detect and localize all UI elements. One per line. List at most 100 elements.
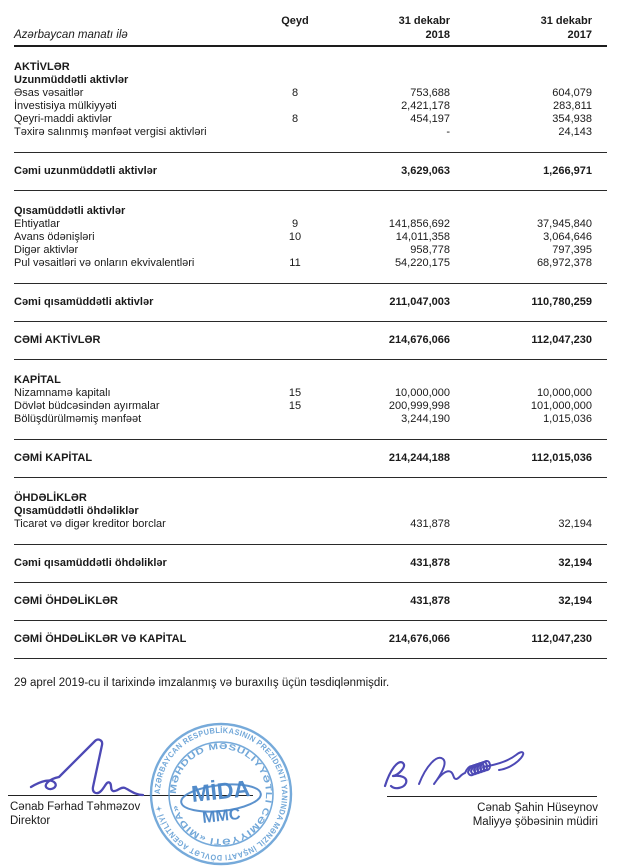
row-label: Dövlət büdcəsindən ayırmalar	[14, 400, 160, 412]
row-value-2017	[450, 205, 607, 218]
row-note-ref	[264, 61, 326, 74]
row-value-2017	[450, 374, 607, 387]
row-value-2017: 112,047,230	[531, 334, 592, 346]
row-value-2018: 3,244,190	[401, 413, 450, 425]
row-note-ref	[264, 557, 326, 570]
row-value-2018: 200,999,998	[388, 400, 450, 412]
row-value-2018: 214,676,066	[388, 334, 450, 346]
row-value-2017: 32,194	[558, 518, 592, 530]
row-value-2017: 37,945,840	[536, 218, 592, 230]
row-value-2018	[326, 492, 450, 505]
row-value-2017: 112,047,230	[531, 633, 592, 645]
row-value-2017: 354,938	[552, 113, 592, 125]
row-value-2017: 32,194	[558, 595, 592, 607]
row-value-2017	[450, 505, 607, 518]
approval-note: 29 aprel 2019-cu il tarixində imzalanmış…	[14, 677, 390, 689]
row-label: ÖHDƏLİKLƏR	[14, 492, 87, 504]
row-note-ref: 9	[291, 218, 299, 230]
row-value-2017: 604,079	[552, 87, 592, 99]
stamp-swoosh	[180, 783, 262, 813]
row-value-2017: 1,015,036	[543, 413, 592, 425]
row-value-2018	[326, 74, 450, 87]
row-label: Qısamüddətli aktivlər	[14, 205, 126, 217]
row-value-2017: 101,000,000	[530, 400, 592, 412]
row-value-2018: 10,000,000	[394, 387, 450, 399]
row-label: Təxirə salınmış mənfəət vergisi aktivlər…	[14, 126, 207, 138]
row-value-2018: 141,856,692	[388, 218, 450, 230]
row-label: CƏMİ AKTİVLƏR	[14, 334, 101, 346]
row-label: Uzunmüddətli aktivlər	[14, 74, 129, 86]
table-row: Qeyri-maddi aktivlər 8 454,197 354,938	[14, 113, 607, 126]
section-row: Qısamüddətli aktivlər	[14, 205, 607, 218]
table-row: Digər aktivlər 958,778 797,395	[14, 244, 607, 257]
row-label: Digər aktivlər	[14, 244, 79, 256]
row-label: Nizamnamə kapitalı	[14, 387, 111, 399]
section-row: KAPİTAL	[14, 374, 607, 387]
col-2018-line2: 2018	[425, 29, 450, 41]
row-label: İnvestisiya mülkiyyəti	[14, 100, 117, 112]
row-note-ref	[264, 334, 326, 347]
row-value-2018	[326, 61, 450, 74]
signatory-left: Cənab Fərhad Təhməzov Direktor	[10, 800, 140, 828]
row-value-2018: 14,011,358	[395, 231, 450, 243]
row-value-2017: 283,811	[553, 100, 592, 112]
balance-table: Azərbaycan manatı ilə Qeyd 31 dekabr 201…	[14, 15, 607, 659]
row-label: Qısamüddətli öhdəliklər	[14, 505, 139, 517]
total-row: CƏMİ AKTİVLƏR 214,676,066 112,047,230	[14, 322, 607, 360]
row-label: Avans ödənişləri	[14, 231, 95, 243]
section-row: Qısamüddətli öhdəliklər	[14, 505, 607, 518]
row-label: Bölüşdürülməmiş mənfəət	[14, 413, 142, 425]
signature-line-left	[8, 795, 253, 796]
row-label: KAPİTAL	[14, 374, 61, 386]
row-note-ref	[264, 595, 326, 608]
row-value-2018: -	[446, 126, 450, 138]
row-value-2018: 454,197	[410, 113, 450, 125]
row-label: Cəmi uzunmüddətli aktivlər	[14, 165, 158, 177]
row-note-ref	[264, 165, 326, 178]
table-row: Təxirə salınmış mənfəət vergisi aktivlər…	[14, 126, 607, 139]
stamp-outer-ring	[149, 722, 293, 866]
row-note-ref: 15	[288, 400, 302, 412]
total-row: CƏMİ ÖHDƏLİKLƏR 431,878 32,194	[14, 583, 607, 621]
row-value-2017	[450, 492, 607, 505]
table-row: Avans ödənişləri 10 14,011,358 3,064,646	[14, 231, 607, 244]
row-note-ref: 10	[288, 231, 302, 243]
row-note-ref	[264, 452, 326, 465]
currency-note: Azərbaycan manatı ilə	[14, 29, 128, 41]
qeyd-label: Qeyd	[281, 15, 309, 27]
signature-ink-right-icon	[383, 751, 525, 790]
row-label: CƏMİ ÖHDƏLİKLƏR VƏ KAPİTAL	[14, 633, 187, 645]
total-row: Cəmi qısamüddətli aktivlər 211,047,003 110…	[14, 283, 607, 322]
row-note-ref: 11	[289, 257, 301, 269]
row-note-ref	[264, 374, 326, 387]
total-row: CƏMİ ÖHDƏLİKLƏR VƏ KAPİTAL 214,676,066 112…	[14, 621, 607, 659]
col-2017-line1: 31 dekabr	[540, 15, 592, 27]
signature-line-right	[387, 796, 597, 797]
col-2017-line2: 2017	[567, 29, 592, 41]
row-note-ref	[264, 413, 326, 426]
table-row: Ehtiyatlar 9 141,856,692 37,945,840	[14, 218, 607, 231]
signatory-left-title: Direktor	[10, 815, 51, 827]
row-value-2018: 211,047,003	[389, 296, 450, 308]
row-value-2017: 32,194	[558, 557, 592, 569]
section-row: Uzunmüddətli aktivlər	[14, 74, 607, 87]
signatory-right: Cənab Şahin Hüseynov Maliyyə şöbəsinin m…	[473, 801, 598, 829]
row-label: Cəmi qısamüddətli aktivlər	[14, 296, 154, 308]
company-stamp-icon: AZƏRBAYCAN RESPUBLİKASININ PREZİDENTİ YA…	[149, 722, 293, 866]
row-label: CƏMİ ÖHDƏLİKLƏR	[14, 595, 119, 607]
row-value-2018: 958,778	[410, 244, 450, 256]
row-value-2017: 797,395	[552, 244, 592, 256]
table-row: Dövlət büdcəsindən ayırmalar 15 200,999,99…	[14, 400, 607, 413]
stamp-center-line1: MİDA	[190, 775, 251, 807]
row-note-ref	[264, 74, 326, 87]
row-label: Pul vəsaitləri və onların ekvivalentləri	[14, 257, 195, 269]
row-label: Cəmi qısamüddətli öhdəliklər	[14, 557, 167, 569]
balance-table-rows: AKTİVLƏR Uzunmüddətli aktivlər Əsas vəsait…	[14, 61, 607, 659]
stamp-inner-ring	[168, 741, 274, 847]
row-value-2017: 24,143	[558, 126, 592, 138]
row-value-2017	[450, 61, 607, 74]
table-row: İnvestisiya mülkiyyəti 2,421,178 283,811	[14, 100, 607, 113]
table-row: Nizamnamə kapitalı 15 10,000,000 10,000,000	[14, 387, 607, 400]
row-value-2017: 68,972,378	[536, 257, 592, 269]
table-row: Bölüşdürülməmiş mənfəət 3,244,190 1,015,03…	[14, 413, 607, 426]
